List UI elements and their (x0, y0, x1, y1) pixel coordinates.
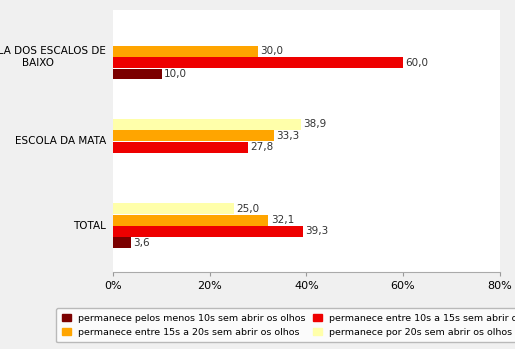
Text: 33,3: 33,3 (277, 131, 300, 141)
Bar (113, 203, 234, 214)
Text: 38,9: 38,9 (303, 119, 327, 129)
Text: 32,1: 32,1 (271, 215, 294, 225)
Bar (113, 119, 301, 130)
Text: 25,0: 25,0 (236, 204, 260, 214)
Bar (113, 57, 403, 68)
Bar (113, 46, 258, 57)
Bar (113, 130, 274, 141)
Bar (113, 237, 131, 248)
Bar (113, 215, 268, 225)
Legend: permanece pelos menos 10s sem abrir os olhos, permanece entre 15s a 20s sem abri: permanece pelos menos 10s sem abrir os o… (57, 309, 515, 342)
Text: 3,6: 3,6 (133, 238, 150, 248)
Bar (113, 226, 303, 237)
Text: 60,0: 60,0 (405, 58, 428, 68)
Text: 39,3: 39,3 (305, 227, 329, 237)
Text: 10,0: 10,0 (164, 69, 187, 79)
Bar (113, 68, 162, 80)
Bar (113, 142, 248, 153)
Text: 27,8: 27,8 (250, 142, 273, 152)
Text: 30,0: 30,0 (261, 46, 284, 56)
